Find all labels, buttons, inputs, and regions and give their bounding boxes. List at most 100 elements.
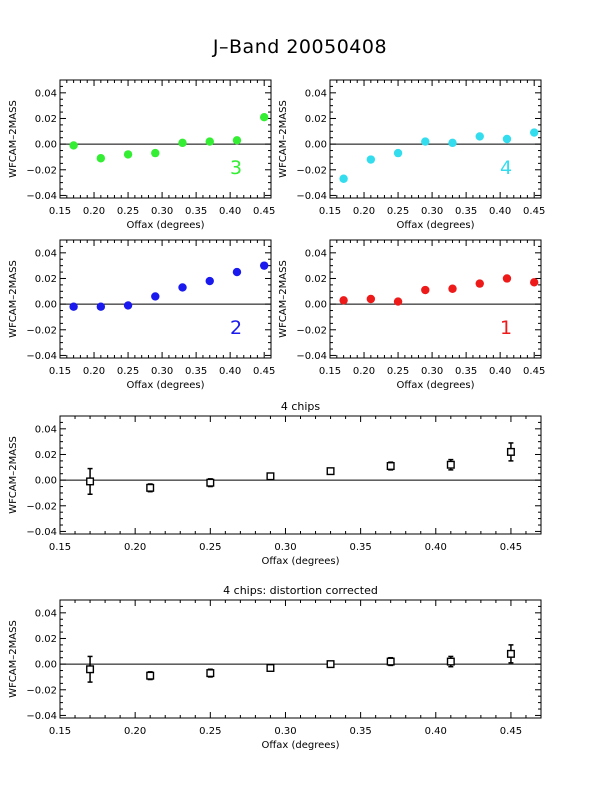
data-point — [206, 669, 215, 678]
x-tick-label: 0.40 — [489, 206, 511, 217]
y-tick-label: 0.04 — [35, 424, 57, 435]
x-tick-label: 0.25 — [387, 366, 409, 377]
data-point — [96, 154, 106, 163]
data-point — [205, 137, 214, 146]
x-axis-label: Offax (degrees) — [396, 220, 474, 231]
x-tick-label: 0.30 — [274, 542, 296, 553]
data-point — [475, 279, 484, 288]
x-tick-label: 0.45 — [500, 726, 522, 737]
chip-number-label: 3 — [230, 157, 242, 179]
y-tick-label: 0.00 — [305, 140, 327, 151]
data-point — [393, 297, 403, 306]
data-point — [475, 132, 484, 141]
x-axis-label: Offax (degrees) — [126, 220, 204, 231]
page-title: J–Band 20050408 — [212, 36, 388, 58]
x-tick-label: 0.20 — [83, 366, 105, 377]
y-tick-label: 0.02 — [35, 274, 57, 285]
chip-number-label: 4 — [500, 157, 512, 179]
x-tick-label: 0.30 — [274, 726, 296, 737]
data-point — [151, 148, 160, 158]
x-tick-label: 0.40 — [489, 366, 511, 377]
data-point — [502, 134, 512, 144]
x-tick-label: 0.35 — [185, 366, 207, 377]
y-tick-label: −0.02 — [26, 685, 57, 696]
y-tick-label: 0.00 — [35, 140, 57, 151]
x-tick-label: 0.30 — [151, 366, 173, 377]
data-point — [326, 660, 335, 669]
data-point — [123, 301, 133, 310]
y-tick-label: 0.00 — [35, 660, 57, 671]
data-point — [232, 267, 242, 277]
plot-frame — [59, 415, 542, 535]
y-tick-label: −0.02 — [296, 165, 327, 176]
data-point — [502, 274, 512, 283]
chart-panel-1: 0.15 0.20 0.25 0.30 0.35 0.40 0.45 0.04 0.02 0.00… — [8, 79, 275, 231]
x-axis-label: Offax (degrees) — [126, 380, 204, 391]
data-point — [421, 285, 430, 295]
x-tick-label: 0.45 — [500, 542, 522, 553]
data-point — [386, 657, 395, 666]
y-tick-label: 0.02 — [305, 274, 327, 285]
y-tick-label: 0.00 — [35, 476, 57, 487]
plot-frame — [329, 79, 542, 199]
data-point — [266, 663, 275, 672]
data-point — [69, 141, 78, 150]
chart-panel-4: 0.15 0.20 0.25 0.30 0.35 0.40 0.45 0.04 0.02 0.00… — [278, 239, 545, 391]
data-point — [123, 150, 133, 159]
data-point — [529, 278, 539, 287]
data-point — [86, 477, 95, 486]
x-tick-label: 0.40 — [219, 366, 241, 377]
x-tick-label: 0.40 — [425, 542, 447, 553]
x-tick-label: 0.25 — [117, 206, 139, 217]
data-point — [266, 472, 275, 481]
y-axis-label: WFCAM–2MASS — [8, 100, 19, 178]
chip-number-label: 2 — [230, 317, 242, 339]
data-point — [529, 128, 539, 137]
x-tick-label: 0.35 — [185, 206, 207, 217]
data-point — [393, 148, 403, 158]
panel-title: 4 chips — [281, 400, 321, 413]
data-point — [386, 462, 395, 471]
data-point — [339, 174, 348, 183]
plot-frame — [59, 239, 272, 359]
data-point — [446, 460, 455, 469]
data-point — [205, 276, 214, 286]
plot-frame — [329, 239, 542, 359]
x-tick-label: 0.30 — [421, 206, 443, 217]
x-axis-label: Offax (degrees) — [396, 380, 474, 391]
x-tick-label: 0.45 — [523, 206, 545, 217]
y-axis-label: WFCAM–2MASS — [8, 436, 19, 514]
data-point — [339, 296, 348, 305]
y-tick-label: 0.04 — [305, 248, 327, 259]
x-tick-label: 0.20 — [124, 542, 146, 553]
data-point — [151, 292, 160, 301]
y-axis-label: WFCAM–2MASS — [278, 100, 289, 178]
x-tick-label: 0.25 — [199, 542, 221, 553]
x-tick-label: 0.35 — [455, 206, 477, 217]
x-tick-label: 0.15 — [49, 366, 71, 377]
data-point — [506, 447, 515, 456]
y-tick-label: 0.02 — [35, 450, 57, 461]
data-point — [178, 283, 187, 292]
data-point — [448, 138, 457, 148]
y-tick-label: 0.04 — [305, 88, 327, 99]
x-tick-label: 0.30 — [151, 206, 173, 217]
x-tick-label: 0.40 — [425, 726, 447, 737]
y-tick-label: 0.02 — [35, 634, 57, 645]
chart-panel-2: 0.15 0.20 0.25 0.30 0.35 0.40 0.45 0.04 0.02 0.00… — [278, 79, 545, 231]
data-point — [86, 665, 95, 674]
x-tick-label: 0.30 — [421, 366, 443, 377]
y-tick-label: −0.02 — [26, 501, 57, 512]
x-tick-label: 0.25 — [199, 726, 221, 737]
data-point — [232, 136, 242, 145]
y-tick-label: −0.04 — [26, 191, 57, 202]
chart-panel-5: 0.15 0.20 0.25 0.30 0.35 0.40 0.45 0.04 0.02 0.00… — [8, 400, 542, 567]
y-tick-label: −0.04 — [26, 711, 57, 722]
x-tick-label: 0.45 — [523, 366, 545, 377]
data-point — [366, 155, 376, 164]
x-tick-label: 0.15 — [49, 206, 71, 217]
y-axis-label: WFCAM–2MASS — [8, 260, 19, 338]
x-tick-label: 0.20 — [124, 726, 146, 737]
data-point — [146, 671, 155, 680]
x-tick-label: 0.15 — [49, 726, 71, 737]
